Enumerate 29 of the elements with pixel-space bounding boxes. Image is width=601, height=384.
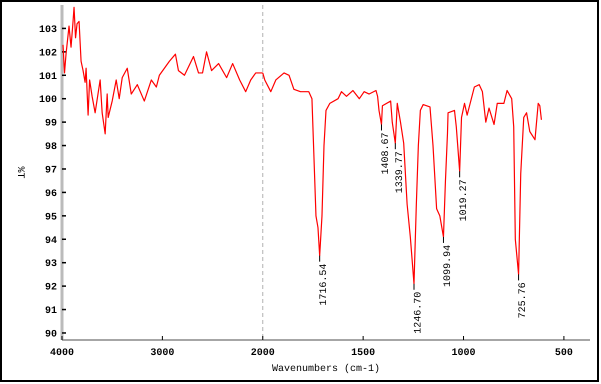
y-tick-label: 90 <box>44 329 57 340</box>
x-tick-label: 1500 <box>351 348 376 359</box>
y-tick-label: 98 <box>44 142 57 154</box>
annotation: 1019.27 <box>459 179 470 222</box>
annotation: 1099.94 <box>442 244 454 287</box>
y-tick-label: 96 <box>44 188 57 200</box>
annotation: 1716.54 <box>319 264 330 306</box>
y-tick-label: 103 <box>38 24 57 36</box>
y-tick-label: 94 <box>44 236 57 247</box>
y-axis-title: %T <box>14 166 25 179</box>
y-tick-label: 100 <box>38 95 57 106</box>
x-tick-label: 3000 <box>150 348 174 359</box>
x-tick-label: 500 <box>554 348 573 359</box>
annotation: 1408.67 <box>380 132 392 174</box>
y-tick-label: 99 <box>44 118 57 130</box>
y-tick-label: 101 <box>38 72 57 83</box>
x-tick-label: 4000 <box>50 348 74 359</box>
x-axis-title: Wavenumbers (cm-1) <box>272 363 380 375</box>
y-tick-label: 95 <box>44 212 57 224</box>
x-tick-label: 1000 <box>452 348 476 359</box>
y-tick-label: 92 <box>44 282 57 294</box>
y-tick-label: 102 <box>38 48 57 60</box>
annotation: 1246.70 <box>413 292 424 334</box>
y-tick-label: 93 <box>44 259 57 270</box>
x-tick-label: 2000 <box>250 348 275 359</box>
y-tick-label: 91 <box>44 306 57 318</box>
annotation: 725.76 <box>518 282 530 318</box>
y-tick-label: 97 <box>44 165 57 176</box>
annotation: 1339.77 <box>394 151 406 194</box>
